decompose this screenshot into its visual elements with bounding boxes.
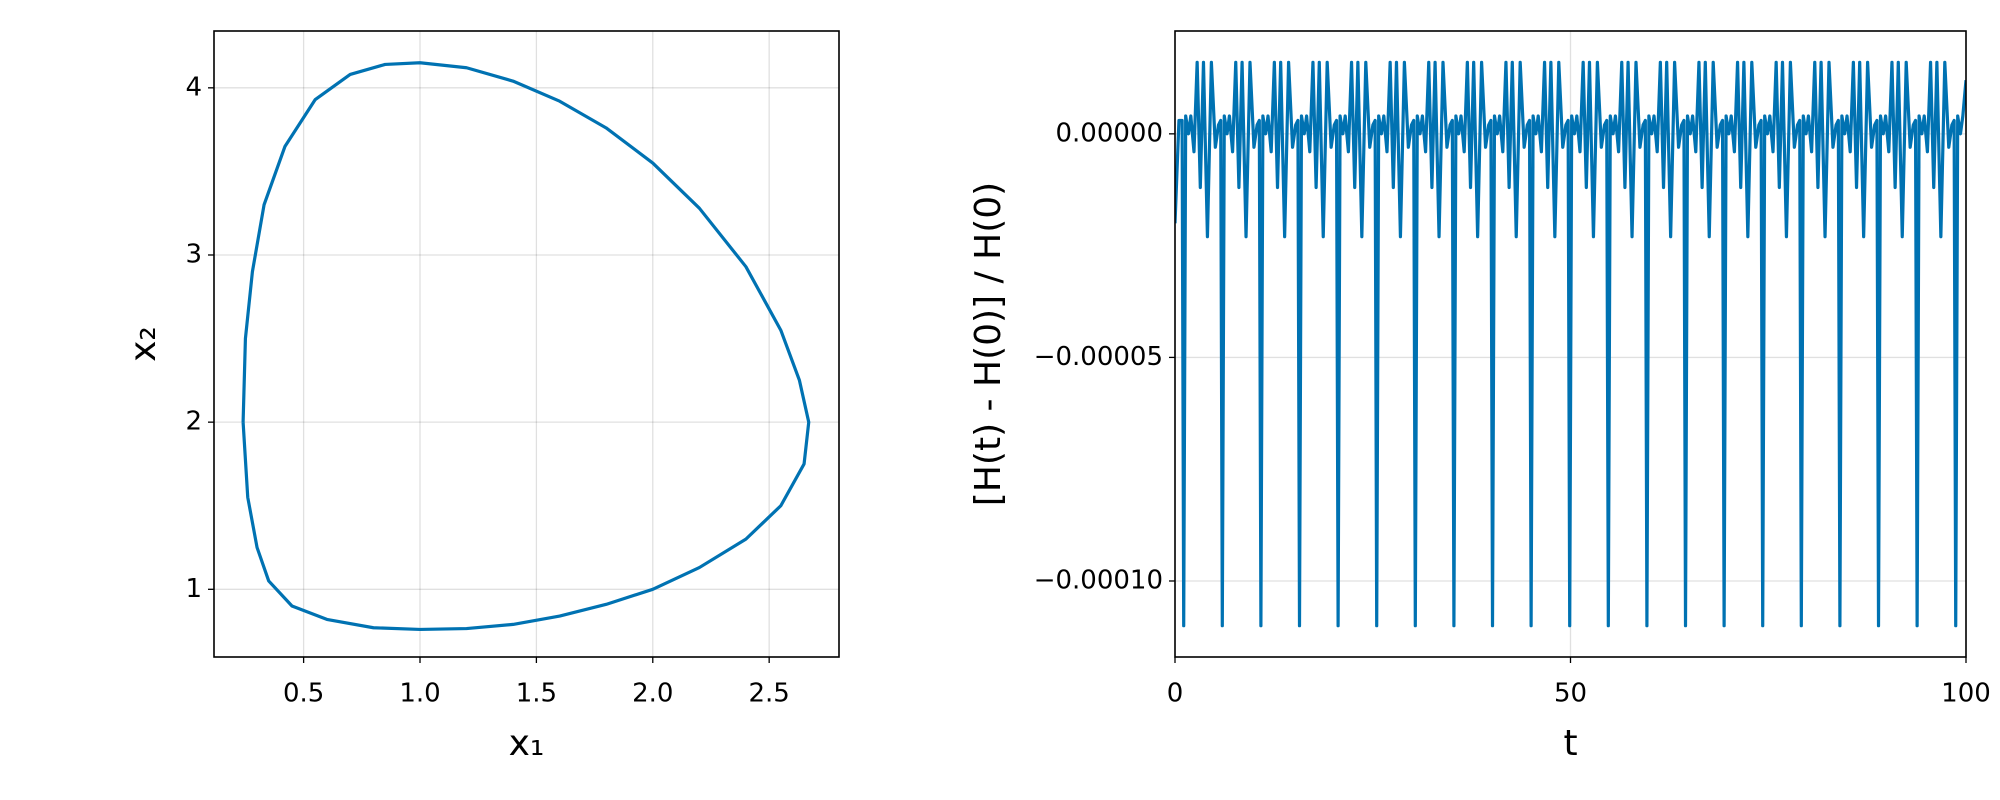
- x-tick-label: 1.5: [516, 679, 557, 709]
- y-tick-label: −0.00005: [1034, 342, 1163, 372]
- y-tick-label: 4: [185, 72, 202, 102]
- data-line: [241, 61, 811, 632]
- x-tick-label: 2.0: [632, 679, 673, 709]
- y-tick-label: −0.00010: [1034, 565, 1163, 595]
- y-tick-label: 2: [185, 407, 202, 437]
- y-tick-label: 3: [185, 239, 202, 269]
- x-axis-label: t: [1563, 723, 1577, 764]
- plot-area: [1175, 60, 1966, 628]
- x-tick-label: 50: [1554, 679, 1587, 709]
- x-tick-label: 0: [1167, 679, 1184, 709]
- data-line: [1175, 60, 1966, 628]
- y-axis-label: [H(t) - H(0)] / H(0): [968, 182, 1009, 506]
- plot-area: [241, 61, 811, 632]
- subplot: 0 50 100 0.00000 −0.00005 −0.00010 t [H(t) - H(…: [968, 30, 1991, 764]
- y-axis-label: x₂: [123, 326, 164, 362]
- x-tick-label: 1.0: [399, 679, 440, 709]
- x-tick-label: 2.5: [748, 679, 789, 709]
- x-tick-label: 0.5: [283, 679, 324, 709]
- axes-frame: [213, 30, 840, 658]
- subplot: 0.5 1.0 1.5 2.0 2.5 1 2 3 4 x₁ x₂: [123, 30, 840, 764]
- x-tick-label: 100: [1941, 679, 1991, 709]
- y-tick-label: 0.00000: [1055, 118, 1163, 148]
- axes-frame: [1174, 30, 1967, 658]
- y-tick-label: 1: [185, 574, 202, 604]
- x-axis-label: x₁: [509, 723, 545, 764]
